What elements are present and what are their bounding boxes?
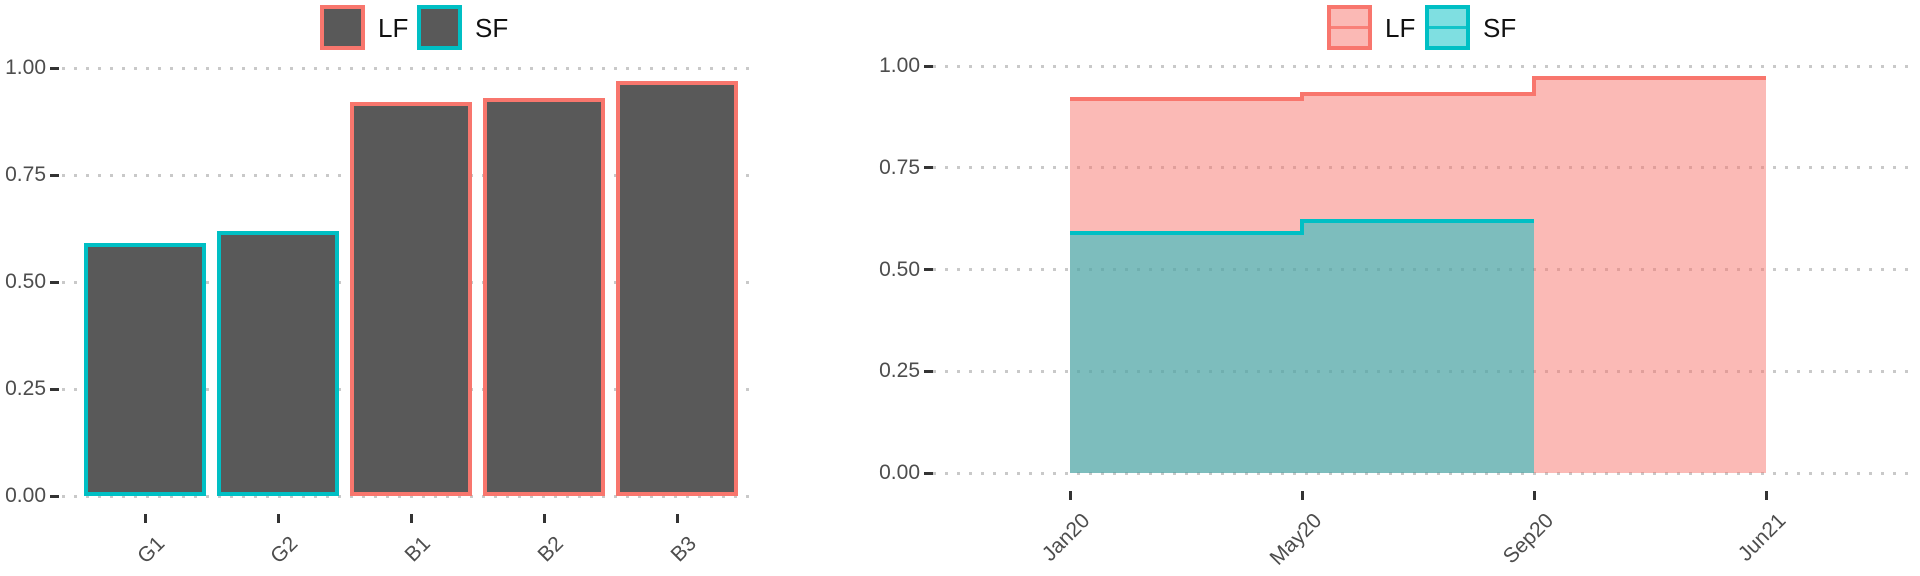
y-axis-label: 0.00	[5, 484, 46, 507]
step-line-LF	[1070, 96, 1302, 101]
y-axis-label: 0.75	[879, 155, 920, 179]
y-axis-label: 0.50	[5, 270, 46, 293]
step-riser-LF	[1532, 76, 1536, 97]
x-axis-tick	[143, 514, 147, 523]
step-line-LF	[1302, 92, 1534, 97]
y-axis-tick	[50, 280, 59, 284]
legend-label-LF: LF	[1385, 13, 1416, 43]
x-axis-label: May20	[1265, 509, 1327, 570]
gridline	[933, 64, 1913, 68]
step-line-SF	[1070, 230, 1302, 235]
x-axis-tick	[1764, 491, 1768, 500]
bar-G2	[217, 230, 339, 496]
legend-key-line-SF	[1429, 26, 1466, 29]
x-axis-label: Jan20	[1037, 509, 1095, 566]
y-axis-label: 0.00	[879, 461, 920, 484]
y-axis-label: 1.00	[879, 54, 920, 77]
bar-B3	[616, 80, 738, 496]
area-segment-LF	[1534, 78, 1766, 473]
y-axis-tick	[50, 173, 59, 177]
bar-G1	[84, 243, 206, 496]
legend-key-LF	[1327, 5, 1372, 50]
y-axis-label: 0.75	[5, 163, 46, 186]
x-axis-tick	[276, 514, 280, 523]
step-line-LF	[1534, 76, 1766, 81]
x-axis-tick	[1068, 491, 1072, 500]
y-axis-label: 0.50	[879, 257, 920, 281]
bar-B2	[483, 97, 605, 496]
y-axis-tick	[50, 387, 59, 391]
area-segment-SF	[1070, 232, 1302, 473]
legend-label-LF: LF	[378, 13, 409, 43]
y-axis-tick	[924, 369, 933, 373]
legend-key-SF	[1425, 5, 1470, 50]
area-segment-SF	[1302, 220, 1534, 473]
y-axis-tick	[924, 268, 933, 271]
legend-key-SF	[417, 5, 462, 50]
y-axis-tick	[50, 66, 59, 70]
bar-B1	[350, 102, 472, 496]
step-riser-LF	[1300, 92, 1304, 101]
step-line-SF	[1302, 218, 1534, 223]
x-axis-tick	[675, 514, 679, 523]
x-axis-tick	[542, 514, 546, 523]
gridline	[62, 66, 756, 70]
gridline	[933, 471, 1913, 475]
x-axis-tick	[1532, 491, 1536, 500]
legend-label-SF: SF	[475, 13, 509, 43]
gridline	[62, 494, 756, 498]
x-axis-label: Sep20	[1499, 509, 1559, 569]
legend-key-line-LF	[1331, 26, 1368, 29]
x-axis-tick	[409, 514, 413, 523]
legend-label-SF: SF	[1483, 13, 1517, 43]
x-axis-tick	[1300, 491, 1304, 500]
y-axis-label: 0.25	[879, 359, 920, 383]
y-axis-label: 1.00	[5, 56, 46, 79]
y-axis-label: 0.25	[5, 377, 46, 400]
y-axis-tick	[924, 64, 933, 68]
y-axis-tick	[924, 471, 933, 475]
y-axis-tick	[924, 166, 933, 170]
step-riser-SF	[1300, 218, 1304, 235]
y-axis-tick	[50, 494, 59, 498]
x-axis-label: Jun21	[1733, 509, 1791, 566]
legend-key-LF	[320, 5, 365, 50]
